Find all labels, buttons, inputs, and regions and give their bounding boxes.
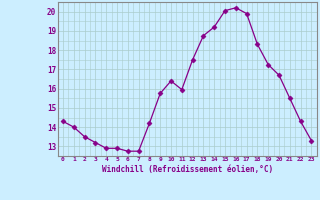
- X-axis label: Windchill (Refroidissement éolien,°C): Windchill (Refroidissement éolien,°C): [102, 165, 273, 174]
